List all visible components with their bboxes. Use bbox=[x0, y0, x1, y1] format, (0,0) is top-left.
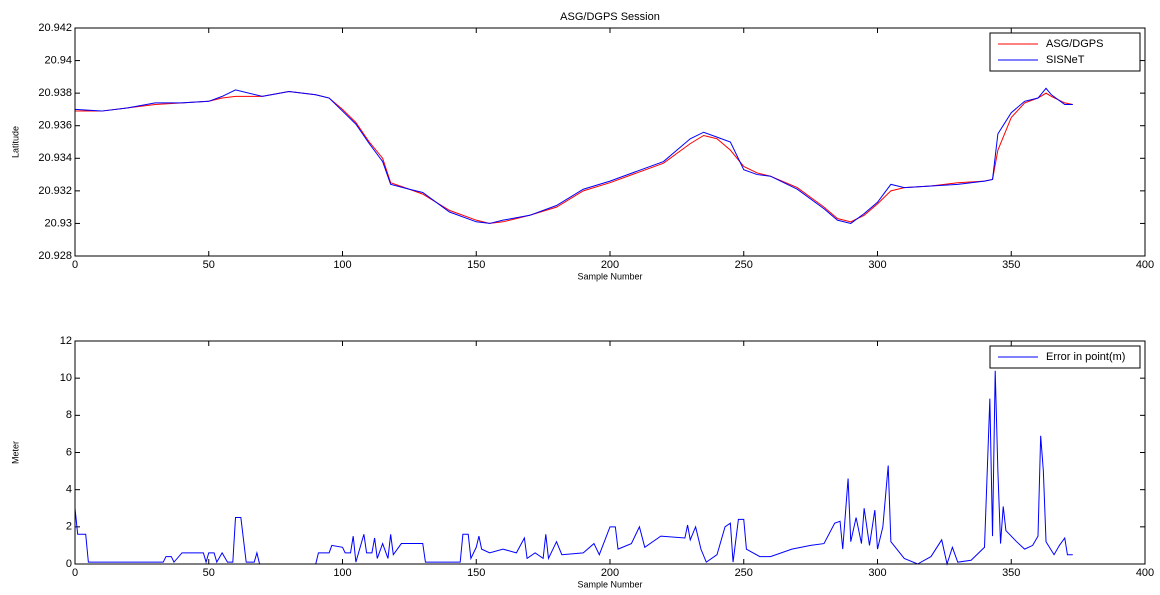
y-tick-label: 6 bbox=[66, 446, 72, 458]
y-tick-label: 10 bbox=[60, 372, 72, 384]
x-tick-label: 100 bbox=[333, 567, 351, 579]
series-line bbox=[74, 370, 1073, 566]
x-tick-label: 400 bbox=[1136, 567, 1154, 579]
plot-area bbox=[75, 341, 1145, 564]
x-tick-label: 250 bbox=[735, 567, 753, 579]
x-axis-label: Sample Number bbox=[577, 271, 642, 281]
legend-box bbox=[989, 345, 1141, 369]
legend-label: SISNeT bbox=[1046, 54, 1085, 66]
x-tick-label: 50 bbox=[203, 259, 215, 271]
y-tick-label: 20.93 bbox=[44, 217, 72, 229]
y-axis-label: Meter bbox=[10, 441, 20, 464]
x-tick-label: 0 bbox=[72, 259, 78, 271]
x-tick-label: 300 bbox=[868, 259, 886, 271]
y-axis-label: Latitude bbox=[10, 126, 20, 158]
x-axis-label: Sample Number bbox=[577, 579, 642, 589]
x-tick-label: 0 bbox=[72, 567, 78, 579]
y-tick-label: 8 bbox=[66, 409, 72, 421]
legend-box bbox=[989, 32, 1141, 72]
y-tick-label: 20.928 bbox=[38, 250, 72, 262]
chart-title: ASG/DGPS Session bbox=[560, 11, 660, 23]
x-tick-label: 200 bbox=[601, 259, 619, 271]
series-line bbox=[74, 87, 1073, 224]
y-tick-label: 12 bbox=[60, 335, 72, 347]
y-tick-label: 0 bbox=[66, 558, 72, 570]
legend-label: Error in point(m) bbox=[1046, 351, 1125, 363]
plot-frame bbox=[74, 27, 1146, 257]
y-tick-label: 20.942 bbox=[38, 22, 72, 34]
y-tick-label: 20.938 bbox=[38, 87, 72, 99]
y-tick-label: 20.94 bbox=[44, 54, 72, 66]
x-tick-label: 100 bbox=[333, 259, 351, 271]
x-tick-label: 350 bbox=[1002, 567, 1020, 579]
x-tick-label: 150 bbox=[467, 567, 485, 579]
plot-area bbox=[75, 28, 1145, 256]
x-tick-label: 400 bbox=[1136, 259, 1154, 271]
y-tick-label: 2 bbox=[66, 521, 72, 533]
x-tick-label: 350 bbox=[1002, 259, 1020, 271]
legend-label: ASG/DGPS bbox=[1046, 38, 1103, 50]
y-tick-label: 20.936 bbox=[38, 120, 72, 132]
x-tick-label: 200 bbox=[601, 567, 619, 579]
x-tick-label: 250 bbox=[735, 259, 753, 271]
y-tick-label: 20.934 bbox=[38, 152, 72, 164]
x-tick-label: 50 bbox=[203, 567, 215, 579]
y-tick-label: 4 bbox=[66, 484, 72, 496]
y-tick-label: 20.932 bbox=[38, 185, 72, 197]
x-tick-label: 300 bbox=[868, 567, 886, 579]
x-tick-label: 150 bbox=[467, 259, 485, 271]
plot-frame bbox=[74, 340, 1146, 565]
